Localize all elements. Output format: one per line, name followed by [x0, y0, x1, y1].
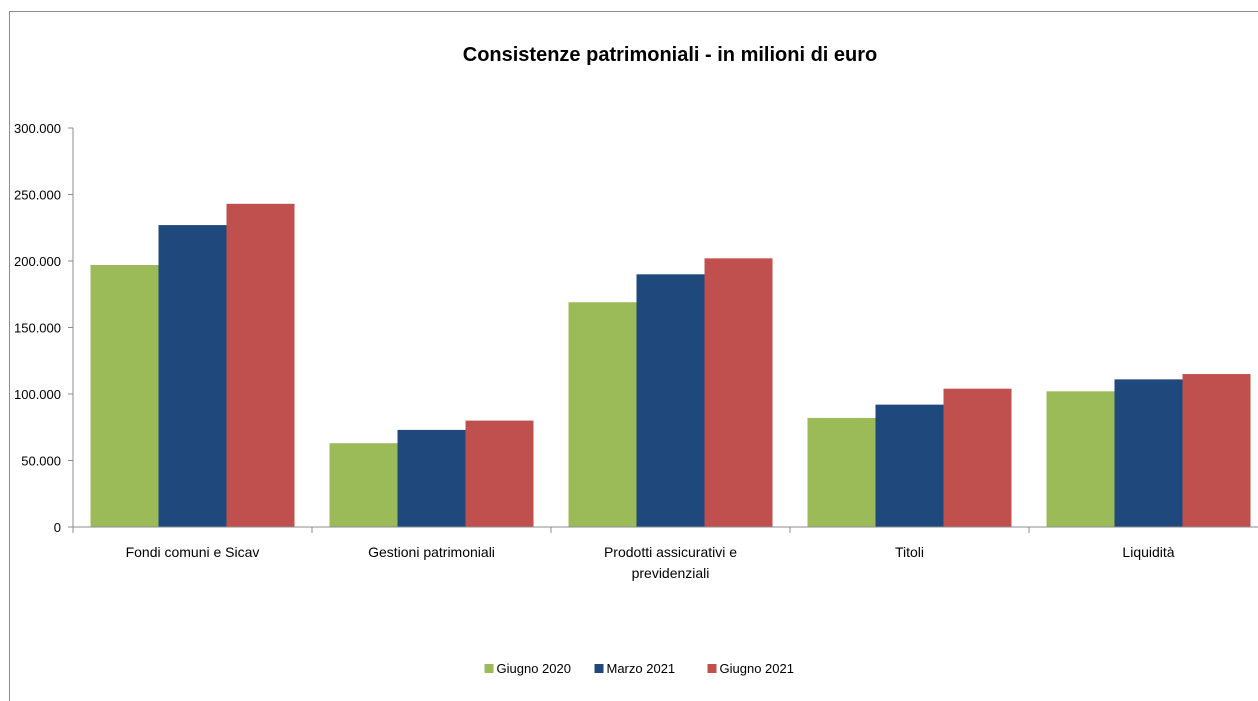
legend-swatch — [484, 664, 494, 673]
category-label: Titoli — [895, 544, 924, 560]
category-label: Fondi comuni e Sicav — [126, 544, 260, 560]
bar — [465, 420, 534, 527]
y-tick-label: 250.000 — [14, 188, 61, 203]
x-axis: Fondi comuni e Sicav Gestioni patrimonial… — [72, 526, 1258, 581]
y-tick-label: 200.000 — [14, 254, 61, 269]
chart-title: Consistenze patrimoniali - in milioni di… — [463, 44, 877, 66]
bar — [1182, 374, 1251, 527]
bar — [1046, 391, 1115, 527]
bar — [568, 302, 637, 527]
legend-label: Giugno 2021 — [720, 661, 794, 676]
category-label: previdenziali — [632, 565, 710, 581]
legend-swatch — [594, 664, 604, 673]
bar — [397, 429, 466, 527]
category-label: Liquidità — [1122, 544, 1174, 560]
bar — [807, 417, 876, 527]
bar — [158, 225, 227, 527]
y-tick-label: 50.000 — [21, 454, 61, 469]
y-tick-label: 100.000 — [14, 387, 61, 402]
bar — [704, 258, 773, 527]
legend-label: Marzo 2021 — [607, 661, 676, 676]
bar — [329, 443, 398, 527]
y-tick-label: 150.000 — [14, 321, 61, 336]
bar — [90, 264, 159, 527]
y-axis: 0 50.000 100.000 150.000 200.000 250.000 300.0… — [14, 121, 74, 535]
bar — [636, 274, 705, 527]
chart-frame — [9, 11, 1258, 701]
bar — [1114, 379, 1183, 527]
legend-label: Giugno 2020 — [497, 661, 571, 676]
bar — [875, 404, 944, 527]
category-label: Prodotti assicurativi e — [604, 544, 737, 560]
legend-swatch — [707, 664, 717, 673]
bars — [90, 203, 1251, 527]
y-tick-label: 0 — [54, 520, 61, 535]
legend: Giugno 2020 Marzo 2021 Giugno 2021 — [484, 661, 794, 676]
y-tick-label: 300.000 — [14, 121, 61, 136]
bar — [943, 388, 1012, 527]
bar — [226, 203, 295, 527]
category-label: Gestioni patrimoniali — [368, 544, 495, 560]
